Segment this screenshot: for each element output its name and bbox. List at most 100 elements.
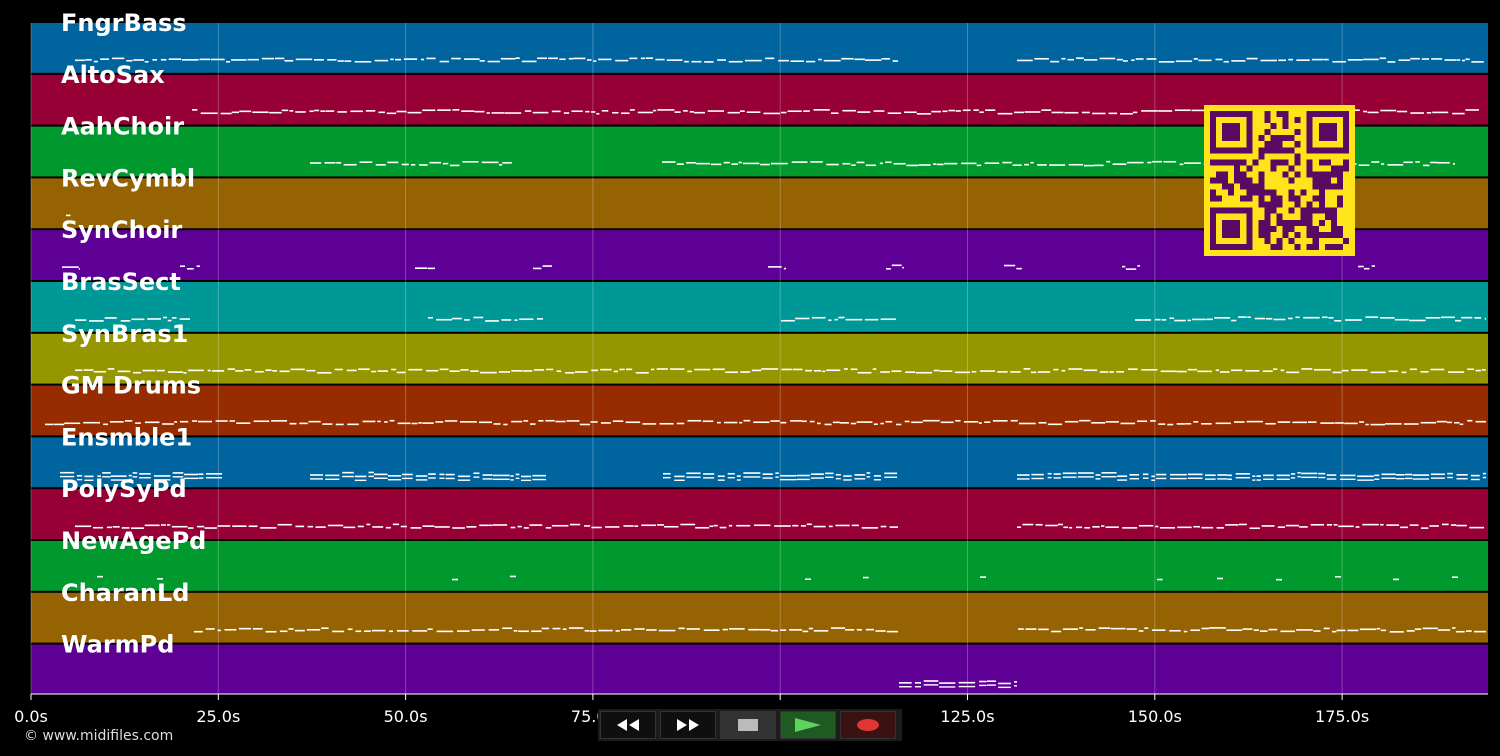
note xyxy=(1193,421,1199,423)
record-button[interactable] xyxy=(840,711,896,739)
note xyxy=(321,627,329,629)
track-lane[interactable]: PolySyPd xyxy=(31,475,1488,539)
note xyxy=(1131,59,1135,62)
note xyxy=(120,320,131,322)
note xyxy=(613,370,619,373)
note xyxy=(1359,421,1365,423)
note xyxy=(817,422,821,425)
track-lane[interactable]: SynBras1 xyxy=(31,320,1488,384)
note xyxy=(184,473,199,476)
note xyxy=(204,527,217,529)
note xyxy=(156,369,162,372)
note xyxy=(310,474,324,476)
qr-module xyxy=(1294,117,1301,124)
note xyxy=(955,110,961,112)
note xyxy=(1465,630,1472,632)
rewind-button[interactable] xyxy=(600,711,656,739)
note xyxy=(802,630,809,633)
note xyxy=(739,421,743,424)
note xyxy=(1401,371,1407,374)
note xyxy=(657,109,675,111)
note xyxy=(873,475,881,477)
note xyxy=(110,475,127,477)
note xyxy=(1414,628,1422,630)
note xyxy=(464,319,470,321)
note xyxy=(144,61,149,63)
note xyxy=(1454,421,1460,424)
note xyxy=(843,479,852,481)
track-lane[interactable]: NewAgePd xyxy=(31,527,1488,591)
note xyxy=(753,524,771,527)
note xyxy=(206,473,222,475)
note xyxy=(1193,525,1200,528)
note xyxy=(1444,59,1457,61)
note xyxy=(1017,59,1033,62)
stop-button[interactable] xyxy=(720,711,776,739)
note xyxy=(979,680,987,683)
note xyxy=(865,164,876,167)
note xyxy=(385,526,391,529)
note xyxy=(1062,472,1077,475)
note xyxy=(964,421,979,423)
note xyxy=(770,420,780,422)
note xyxy=(1169,629,1181,632)
note xyxy=(532,111,549,114)
note xyxy=(400,525,407,528)
play-button[interactable] xyxy=(780,711,836,739)
note xyxy=(1084,526,1091,529)
note xyxy=(387,475,402,477)
note xyxy=(634,628,645,630)
qr-module xyxy=(1222,219,1241,238)
note xyxy=(198,473,204,476)
note xyxy=(875,630,886,632)
qr-module xyxy=(1228,159,1235,166)
note xyxy=(192,109,198,111)
note xyxy=(97,475,101,477)
note xyxy=(1276,478,1290,480)
note xyxy=(238,627,251,630)
note xyxy=(310,478,324,480)
note xyxy=(962,109,971,112)
note xyxy=(914,682,922,684)
note xyxy=(1187,319,1191,322)
play-icon xyxy=(793,717,823,733)
qr-module xyxy=(1300,219,1307,226)
note xyxy=(1471,61,1484,63)
fast-forward-button[interactable] xyxy=(660,711,716,739)
note xyxy=(905,371,916,373)
note xyxy=(736,524,751,527)
note xyxy=(1155,525,1159,528)
note xyxy=(314,109,320,112)
note xyxy=(976,164,982,167)
note xyxy=(918,164,931,166)
note xyxy=(474,110,485,113)
note xyxy=(792,524,799,527)
note xyxy=(531,630,542,633)
note xyxy=(669,368,685,370)
track-lane[interactable]: Ensmble1 xyxy=(31,423,1488,488)
note xyxy=(1117,479,1128,481)
qr-module xyxy=(1282,159,1289,166)
note xyxy=(445,477,455,480)
note xyxy=(452,109,460,111)
track-lane[interactable]: FngrBass xyxy=(31,9,1488,73)
note xyxy=(640,57,646,60)
note xyxy=(299,422,308,425)
note xyxy=(686,161,696,164)
note xyxy=(1129,478,1140,480)
track-lane[interactable]: WarmPd xyxy=(31,631,1488,695)
note xyxy=(958,685,976,688)
note xyxy=(254,370,264,373)
time-tick-label: 150.0s xyxy=(1128,707,1182,726)
note xyxy=(365,110,376,112)
qr-code[interactable] xyxy=(1204,105,1355,256)
track-lane[interactable]: BrasSect xyxy=(31,268,1488,332)
note xyxy=(887,112,902,115)
qr-module xyxy=(1300,189,1307,196)
track-lane[interactable]: GM Drums xyxy=(31,372,1488,436)
note xyxy=(1379,57,1387,60)
note xyxy=(295,58,313,61)
track-lane[interactable]: CharanLd xyxy=(31,579,1488,643)
note xyxy=(1158,110,1173,112)
note xyxy=(1380,523,1384,526)
